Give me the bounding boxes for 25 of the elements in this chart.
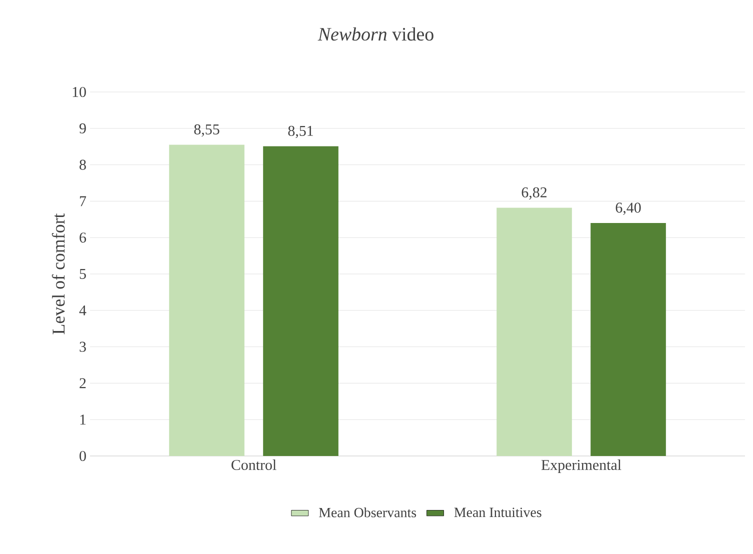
- legend-label: Mean Observants: [318, 507, 416, 518]
- x-tick-label: Experimental: [541, 460, 622, 474]
- bar: [590, 223, 666, 456]
- data-label: 8,51: [288, 126, 313, 138]
- y-tick-label: 8: [80, 160, 86, 170]
- y-tick-label: 0: [80, 450, 86, 462]
- y-tick-label: 2: [80, 378, 86, 388]
- legend-label: Mean Intuitives: [454, 508, 542, 518]
- data-label: 6,82: [522, 187, 547, 200]
- bar: [169, 144, 244, 456]
- data-label: 6,40: [616, 202, 641, 215]
- y-tick-label: 1: [80, 414, 86, 425]
- bar: [496, 208, 572, 456]
- bar: [263, 146, 338, 456]
- y-tick-label: 7: [80, 196, 86, 206]
- y-tick-label: 10: [72, 86, 86, 98]
- x-tick-label: Control: [232, 460, 276, 470]
- y-axis-title: Level of comfort: [52, 213, 65, 334]
- y-tick-label: 3: [80, 342, 86, 352]
- y-tick-label: 5: [80, 269, 86, 279]
- y-tick-label: 6: [80, 232, 86, 243]
- data-label: 8,55: [194, 124, 220, 137]
- chart-title: Newborn video: [318, 27, 434, 41]
- y-tick-label: 9: [80, 123, 86, 134]
- y-tick-label: 4: [79, 305, 86, 316]
